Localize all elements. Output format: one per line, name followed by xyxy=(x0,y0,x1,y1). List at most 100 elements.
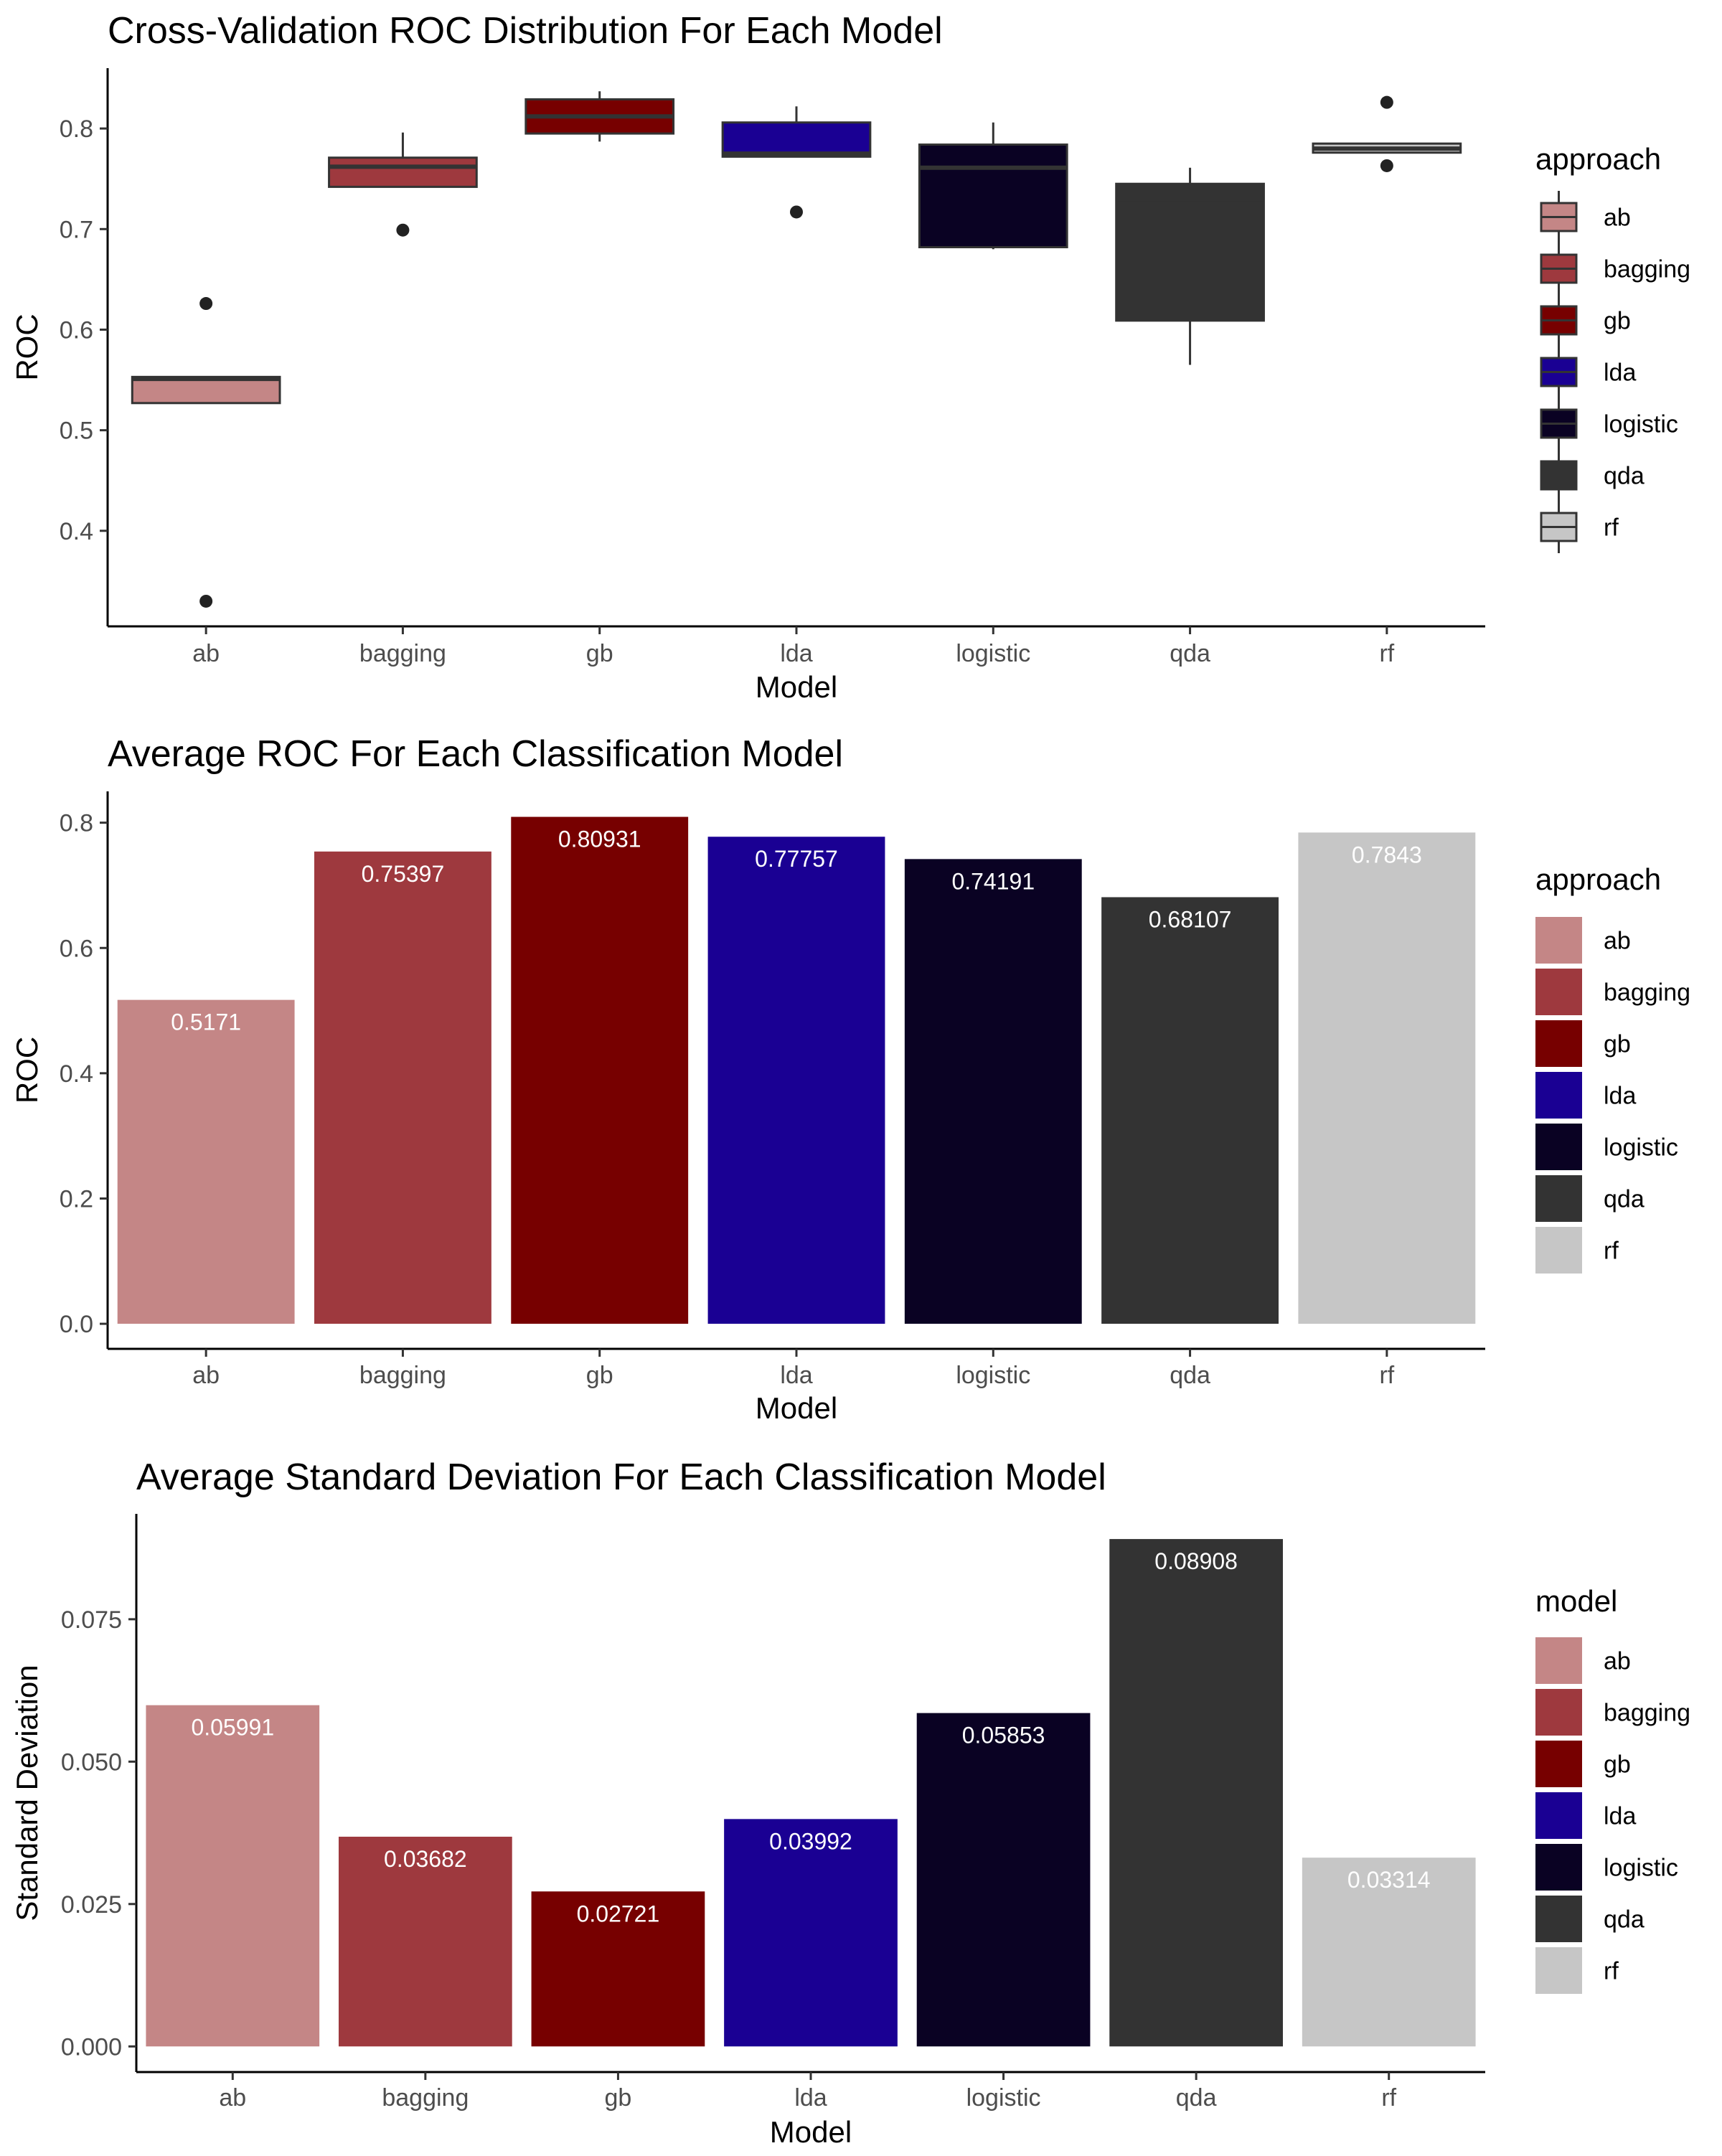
x-tick-label: ab xyxy=(192,640,220,667)
legend-label-gb: gb xyxy=(1604,1751,1631,1779)
legend-label-bagging: bagging xyxy=(1604,1700,1690,1727)
bar-value-label-gb: 0.02721 xyxy=(577,1901,660,1926)
legend-label-logistic: logistic xyxy=(1604,1134,1678,1162)
legend-key-bagging xyxy=(1535,1689,1582,1736)
box-bagging xyxy=(328,156,478,188)
legend-key-gb xyxy=(1535,1741,1582,1787)
box-outlier-rf xyxy=(1380,95,1393,109)
chart-title: Average Standard Deviation For Each Clas… xyxy=(136,1456,1106,1498)
y-axis-title: ROC xyxy=(10,314,44,380)
bar-value-label-lda: 0.03992 xyxy=(769,1828,852,1854)
x-tick-label: qda xyxy=(1176,2084,1217,2112)
x-tick-label: gb xyxy=(586,1362,613,1389)
bar-logistic xyxy=(916,1713,1091,2047)
legend-label-lda: lda xyxy=(1604,1803,1636,1830)
legend-label-rf: rf xyxy=(1604,514,1619,542)
legend-label-gb: gb xyxy=(1604,308,1631,335)
x-tick-label: bagging xyxy=(359,640,446,667)
x-tick-label: rf xyxy=(1379,640,1394,667)
y-axis-title: ROC xyxy=(10,1037,44,1103)
box-lda xyxy=(721,121,872,158)
y-tick-label: 0.8 xyxy=(60,116,93,143)
x-tick-label: logistic xyxy=(956,1362,1030,1389)
y-tick-label: 0.8 xyxy=(60,810,93,837)
bar-gb xyxy=(511,816,689,1324)
chart-panel-2: Average ROC For Each Classification Mode… xyxy=(10,733,1690,1425)
legend-label-ab: ab xyxy=(1604,1648,1631,1675)
x-axis-title: Model xyxy=(756,1391,837,1425)
box-outlier-ab xyxy=(199,594,213,608)
box-outlier-lda xyxy=(790,205,803,219)
box-outlier-rf xyxy=(1380,159,1393,172)
bar-value-label-qda: 0.08908 xyxy=(1154,1548,1238,1574)
y-tick-label: 0.7 xyxy=(60,216,93,243)
bar-qda xyxy=(1109,1539,1283,2047)
legend-title: approach xyxy=(1535,862,1661,896)
legend-label-lda: lda xyxy=(1604,1083,1636,1110)
x-tick-label: bagging xyxy=(382,2084,469,2112)
bar-lda xyxy=(724,1819,898,2047)
legend-label-rf: rf xyxy=(1604,1238,1619,1265)
y-tick-label: 0.025 xyxy=(61,1891,122,1919)
bar-rf xyxy=(1302,1858,1476,2047)
x-tick-label: logistic xyxy=(956,640,1030,667)
x-tick-label: logistic xyxy=(966,2084,1041,2112)
legend-title: approach xyxy=(1535,142,1661,176)
bar-bagging xyxy=(314,851,491,1324)
legend-key-ab xyxy=(1535,917,1582,964)
legend-label-ab: ab xyxy=(1604,928,1631,955)
x-tick-label: ab xyxy=(192,1362,220,1389)
bar-value-label-gb: 0.80931 xyxy=(558,827,641,852)
bar-value-label-ab: 0.05991 xyxy=(191,1715,274,1741)
bar-ab xyxy=(117,999,295,1324)
y-tick-label: 0.6 xyxy=(60,316,93,344)
chart-title: Cross-Validation ROC Distribution For Ea… xyxy=(108,10,943,52)
bar-value-label-lda: 0.77757 xyxy=(755,846,838,872)
legend-label-logistic: logistic xyxy=(1604,1855,1678,1882)
bar-ab xyxy=(146,1705,320,2047)
y-axis-title: Standard Deviation xyxy=(10,1665,44,1921)
legend-key-logistic xyxy=(1535,1124,1582,1170)
legend-key-qda xyxy=(1535,1175,1582,1222)
x-tick-label: gb xyxy=(586,640,613,667)
bar-logistic xyxy=(904,859,1082,1324)
bar-bagging xyxy=(339,1836,512,2047)
legend-key-gb xyxy=(1535,1020,1582,1067)
bar-value-label-rf: 0.03314 xyxy=(1347,1867,1431,1893)
x-axis-title: Model xyxy=(756,670,837,704)
x-tick-label: qda xyxy=(1170,1362,1210,1389)
legend-key-qda xyxy=(1535,1896,1582,1942)
y-tick-label: 0.4 xyxy=(60,518,93,545)
box-qda xyxy=(1115,182,1265,322)
bar-qda xyxy=(1101,897,1279,1324)
bar-rf xyxy=(1298,832,1476,1324)
chart-panel-3: Average Standard Deviation For Each Clas… xyxy=(10,1456,1690,2149)
x-axis-title: Model xyxy=(770,2115,852,2149)
y-tick-label: 0.075 xyxy=(61,1606,122,1634)
legend-label-qda: qda xyxy=(1604,1906,1645,1934)
legend-label-qda: qda xyxy=(1604,463,1645,490)
bar-value-label-logistic: 0.05853 xyxy=(962,1723,1045,1748)
y-tick-label: 0.5 xyxy=(60,418,93,445)
legend-key-bagging xyxy=(1535,969,1582,1015)
box-logistic xyxy=(918,143,1068,249)
y-tick-label: 0.2 xyxy=(60,1185,93,1213)
bar-value-label-ab: 0.5171 xyxy=(171,1009,241,1035)
legend-label-gb: gb xyxy=(1604,1031,1631,1058)
bar-value-label-qda: 0.68107 xyxy=(1149,906,1232,932)
y-tick-label: 0.050 xyxy=(61,1748,122,1776)
x-tick-label: ab xyxy=(219,2084,246,2112)
y-tick-label: 0.6 xyxy=(60,935,93,962)
legend-label-lda: lda xyxy=(1604,359,1636,387)
legend-label-rf: rf xyxy=(1604,1958,1619,1985)
legend-key-rf xyxy=(1535,1227,1582,1274)
x-tick-label: bagging xyxy=(359,1362,446,1389)
bar-value-label-bagging: 0.03682 xyxy=(384,1846,467,1872)
box-ab xyxy=(131,375,281,405)
box-outlier-ab xyxy=(199,297,213,311)
legend-label-ab: ab xyxy=(1604,204,1631,232)
x-tick-label: lda xyxy=(780,1362,812,1389)
bar-value-label-rf: 0.7843 xyxy=(1352,842,1422,867)
y-tick-label: 0.4 xyxy=(60,1060,93,1088)
